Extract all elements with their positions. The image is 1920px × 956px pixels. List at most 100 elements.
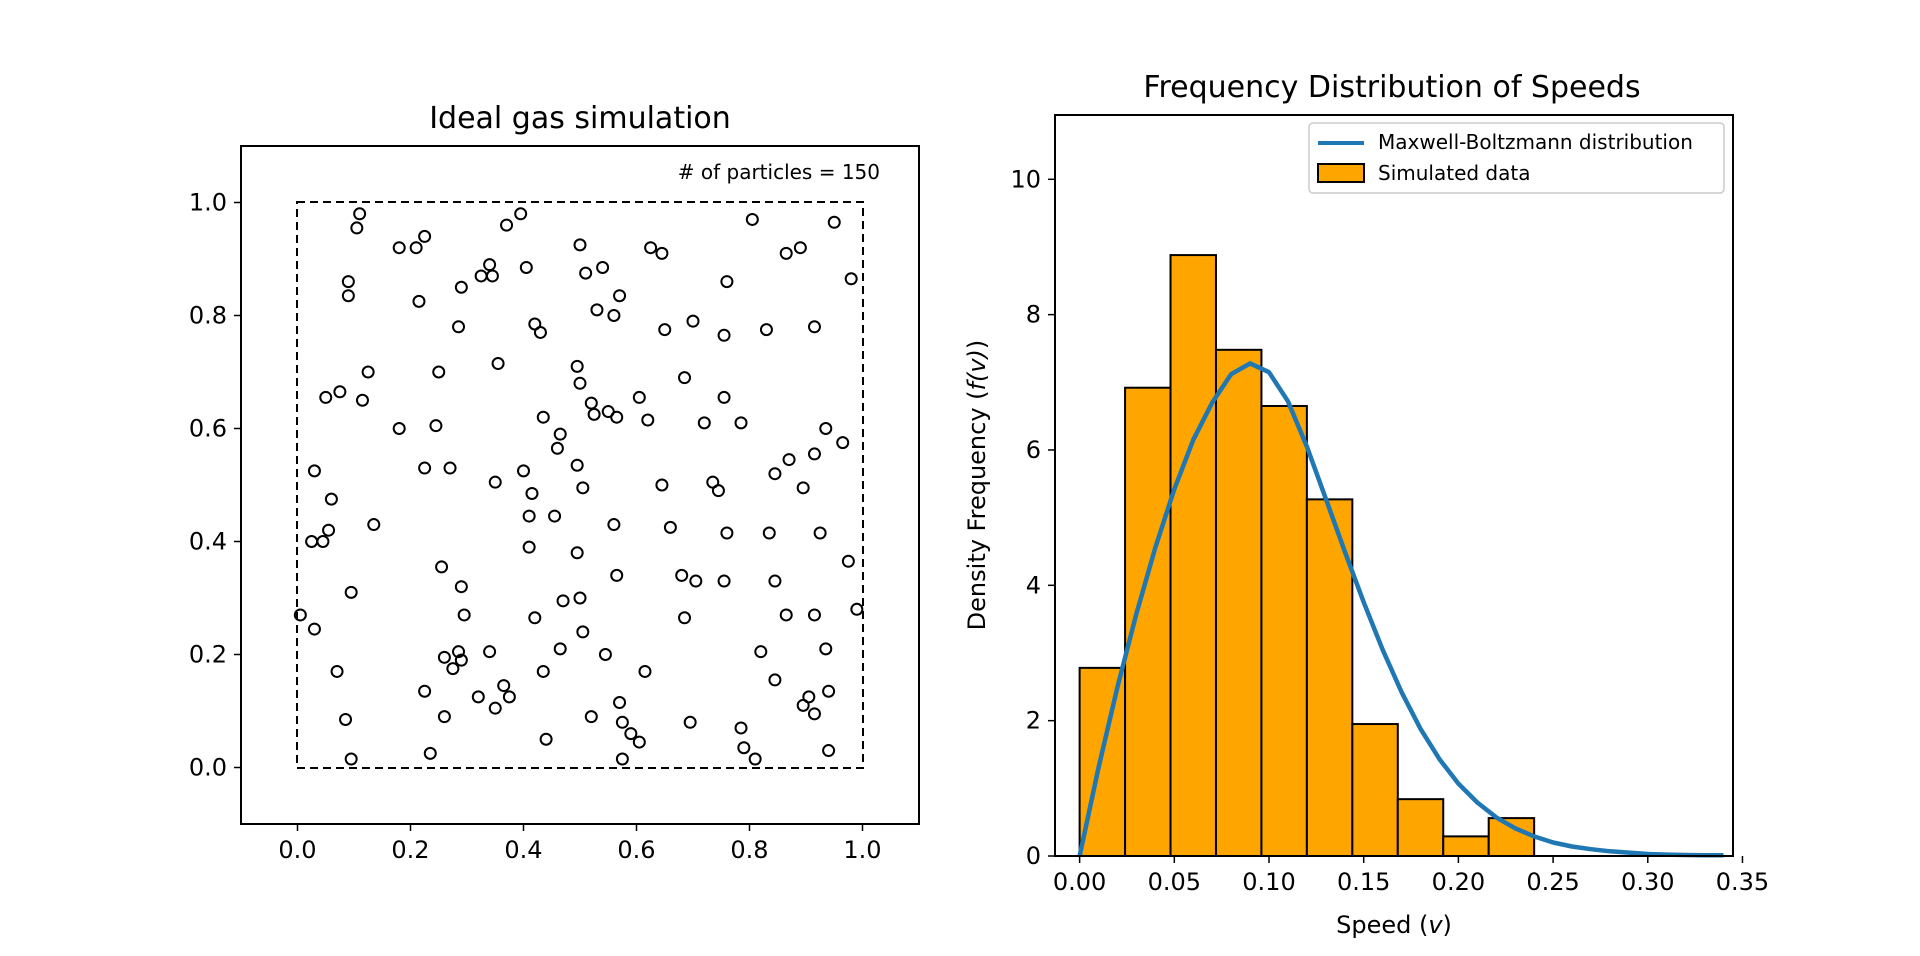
particle-point: [737, 741, 751, 755]
particle-point: [307, 464, 321, 478]
particle-point: [454, 580, 468, 594]
particle-point: [711, 484, 725, 498]
x-tick-label: 0.8: [730, 836, 768, 864]
particle-point: [807, 447, 821, 461]
x-tick-label: 0.15: [1337, 868, 1390, 896]
particle-point: [807, 608, 821, 622]
particle-point: [610, 410, 624, 424]
particle-point: [807, 320, 821, 334]
particle-point: [341, 289, 355, 303]
particle-point: [316, 535, 330, 548]
particles: [293, 207, 864, 766]
particle-point: [768, 467, 782, 481]
particle-point: [423, 746, 437, 760]
particle-point: [536, 410, 550, 424]
particle-point: [491, 357, 505, 371]
y-tick-label: 0.8: [189, 302, 227, 330]
speed-distribution-x-ticks: 0.00 0.05 0.10 0.15 0.20 0.25 0.30 0.35: [1053, 856, 1769, 896]
particle-point: [607, 309, 621, 322]
particle-point: [579, 266, 593, 280]
particle-point: [488, 475, 502, 489]
particle-point: [550, 441, 564, 455]
x-tick-label: 0.35: [1716, 868, 1769, 896]
particle-point: [341, 275, 355, 289]
particle-point: [361, 365, 375, 379]
particle-point: [322, 523, 336, 537]
particle-point: [519, 260, 533, 274]
particle-point: [822, 684, 836, 698]
x-axis-label-close: ): [1443, 911, 1452, 939]
particle-point: [850, 602, 864, 616]
particle-point: [615, 752, 629, 766]
x-axis-label-text: Speed (: [1336, 911, 1428, 939]
particle-point: [734, 416, 748, 430]
particle-point: [754, 645, 768, 659]
y-tick-label: 6: [1026, 436, 1041, 464]
particle-point: [745, 212, 759, 226]
particle-point: [819, 422, 833, 435]
particle-point: [683, 715, 697, 729]
particle-point: [355, 393, 369, 407]
particle-point: [720, 275, 734, 289]
y-tick-label: 1.0: [189, 189, 227, 217]
particle-point: [573, 591, 587, 605]
particle-point: [525, 486, 539, 500]
x-tick-label: 0.25: [1526, 868, 1579, 896]
particle-point: [497, 679, 511, 693]
particle-point: [528, 611, 542, 625]
particle-point: [576, 625, 590, 639]
particle-point: [641, 413, 655, 427]
particle-point: [418, 229, 432, 243]
particle-point: [598, 648, 612, 661]
speed-distribution-y-ticks: 0 2 4 6 8 10: [1010, 165, 1055, 870]
x-tick-label: 0.05: [1148, 868, 1201, 896]
particle-point: [663, 520, 677, 534]
y-axis-label-text: Density Frequency (: [963, 390, 991, 630]
x-axis-label-variable: v: [1428, 911, 1443, 939]
particle-point: [432, 365, 446, 379]
y-tick-label: 0.2: [189, 641, 227, 669]
y-tick-label: 2: [1026, 707, 1041, 735]
x-tick-label: 0.4: [504, 836, 542, 864]
particle-point: [689, 574, 703, 588]
particle-point: [454, 653, 468, 667]
histogram-bar: [1260, 404, 1308, 857]
particle-point: [576, 481, 590, 495]
particle-point: [488, 701, 502, 715]
histogram-bar: [1169, 254, 1217, 857]
particle-point: [344, 585, 358, 599]
particle-point: [500, 218, 514, 232]
particle-point: [717, 574, 731, 588]
particle-point: [367, 518, 381, 532]
particle-point: [584, 710, 598, 724]
histogram-bar: [1351, 723, 1399, 857]
speed-distribution-title: Frequency Distribution of Speeds: [1143, 70, 1640, 105]
histogram-bar: [1396, 798, 1445, 858]
y-tick-label: 0.6: [189, 415, 227, 443]
particle-point: [638, 664, 652, 678]
x-tick-label: 0.6: [617, 836, 655, 864]
particle-point: [632, 390, 646, 404]
particle-point: [570, 458, 584, 472]
particle-point: [573, 376, 587, 390]
particle-point: [339, 712, 353, 726]
particle-point: [539, 732, 553, 746]
particle-point: [807, 707, 821, 721]
y-tick-label: 10: [1010, 165, 1041, 193]
legend-bar-swatch: [1317, 163, 1365, 183]
speed-distribution-chart: Frequency Distribution of Speeds 0.00 0.0…: [963, 70, 1769, 939]
particle-count-annotation: # of particles = 150: [678, 160, 880, 184]
particle-point: [437, 650, 451, 664]
particle-point: [319, 390, 333, 404]
x-tick-label: 0.2: [391, 836, 429, 864]
particle-point: [443, 461, 457, 475]
particle-point: [293, 608, 307, 622]
particle-point: [584, 396, 598, 410]
particle-point: [573, 238, 587, 252]
particle-point: [392, 422, 406, 435]
particle-point: [759, 323, 773, 337]
particle-point: [570, 546, 584, 560]
particle-point: [409, 241, 423, 255]
particle-point: [344, 752, 358, 766]
